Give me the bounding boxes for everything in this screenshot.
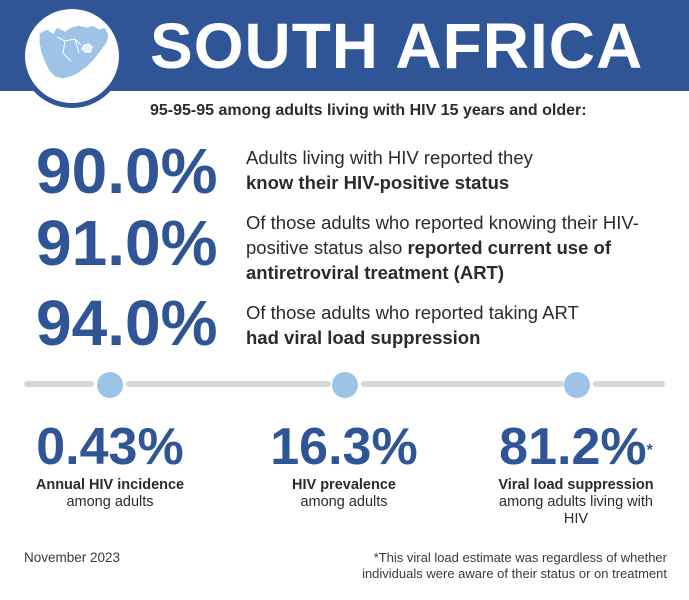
stat-value-viral-suppression: 81.2%*	[476, 418, 676, 476]
report-date: November 2023	[24, 550, 121, 565]
stat-label-incidence: Annual HIV incidence among adults	[10, 477, 210, 511]
cascade-desc-2-text: Of those adults who reported knowing the…	[246, 212, 639, 258]
cascade-desc-1-bold: know their HIV-positive status	[246, 172, 510, 193]
cascade-desc-3: Of those adults who reported taking ART …	[246, 300, 606, 350]
divider-segment	[126, 381, 331, 387]
stat-label-viral-suppression-rest: among adults living with HIV	[499, 494, 653, 527]
footnote: *This viral load estimate was regardless…	[362, 550, 667, 581]
divider-segment	[361, 381, 564, 387]
stat-label-prevalence: HIV prevalence among adults	[244, 477, 444, 511]
south-africa-map-icon	[38, 24, 110, 80]
cascade-desc-2: Of those adults who reported knowing the…	[246, 210, 676, 285]
stat-label-prevalence-bold: HIV prevalence	[292, 477, 396, 493]
cascade-desc-3-bold: had viral load suppression	[246, 327, 481, 348]
cascade-desc-1: Adults living with HIV reported they kno…	[246, 145, 676, 195]
page-title: SOUTH AFRICA	[150, 10, 644, 82]
asterisk-marker: *	[646, 442, 653, 459]
divider-dot	[332, 372, 358, 398]
stat-value-viral-suppression-number: 81.2%	[499, 418, 647, 476]
stat-label-viral-suppression: Viral load suppression among adults livi…	[486, 477, 666, 528]
map-badge	[20, 4, 124, 108]
stat-value-prevalence: 16.3%	[270, 418, 418, 476]
cascade-desc-3-text: Of those adults who reported taking ART	[246, 302, 579, 323]
stat-label-incidence-rest: among adults	[66, 494, 154, 510]
cascade-value-3: 94.0%	[36, 287, 218, 359]
stat-label-incidence-bold: Annual HIV incidence	[35, 477, 185, 493]
divider-dot	[564, 372, 590, 398]
cascade-desc-2-bold: reported current use of antiretroviral t…	[246, 237, 611, 283]
cascade-value-2: 91.0%	[36, 207, 218, 279]
stat-label-prevalence-rest: among adults	[300, 494, 388, 510]
stat-label-viral-suppression-bold: Viral load suppression	[498, 477, 654, 493]
cascade-subtitle: 95-95-95 among adults living with HIV 15…	[150, 102, 587, 119]
divider-segment	[593, 381, 665, 387]
stat-value-incidence: 0.43%	[36, 418, 184, 476]
divider-dot	[97, 372, 123, 398]
divider-segment	[24, 381, 94, 387]
cascade-value-1: 90.0%	[36, 135, 218, 207]
cascade-desc-1-text: Adults living with HIV reported they	[246, 147, 533, 168]
